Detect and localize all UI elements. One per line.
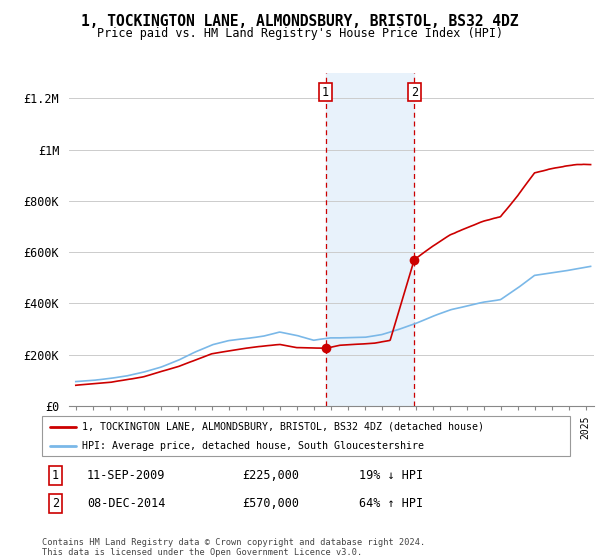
Text: 11-SEP-2009: 11-SEP-2009: [87, 469, 165, 482]
Text: Price paid vs. HM Land Registry's House Price Index (HPI): Price paid vs. HM Land Registry's House …: [97, 27, 503, 40]
Text: 1: 1: [322, 86, 329, 99]
Text: 1, TOCKINGTON LANE, ALMONDSBURY, BRISTOL, BS32 4DZ (detached house): 1, TOCKINGTON LANE, ALMONDSBURY, BRISTOL…: [82, 422, 484, 432]
Text: Contains HM Land Registry data © Crown copyright and database right 2024.
This d: Contains HM Land Registry data © Crown c…: [42, 538, 425, 557]
Text: 1, TOCKINGTON LANE, ALMONDSBURY, BRISTOL, BS32 4DZ: 1, TOCKINGTON LANE, ALMONDSBURY, BRISTOL…: [81, 14, 519, 29]
Text: HPI: Average price, detached house, South Gloucestershire: HPI: Average price, detached house, Sout…: [82, 441, 424, 450]
Text: £225,000: £225,000: [242, 469, 299, 482]
Text: 64% ↑ HPI: 64% ↑ HPI: [359, 497, 423, 510]
Bar: [326, 73, 414, 406]
Text: 19% ↓ HPI: 19% ↓ HPI: [359, 469, 423, 482]
Text: 08-DEC-2014: 08-DEC-2014: [87, 497, 165, 510]
Text: 2: 2: [410, 86, 418, 99]
Text: 1: 1: [52, 469, 59, 482]
Text: 2: 2: [52, 497, 59, 510]
Text: £570,000: £570,000: [242, 497, 299, 510]
